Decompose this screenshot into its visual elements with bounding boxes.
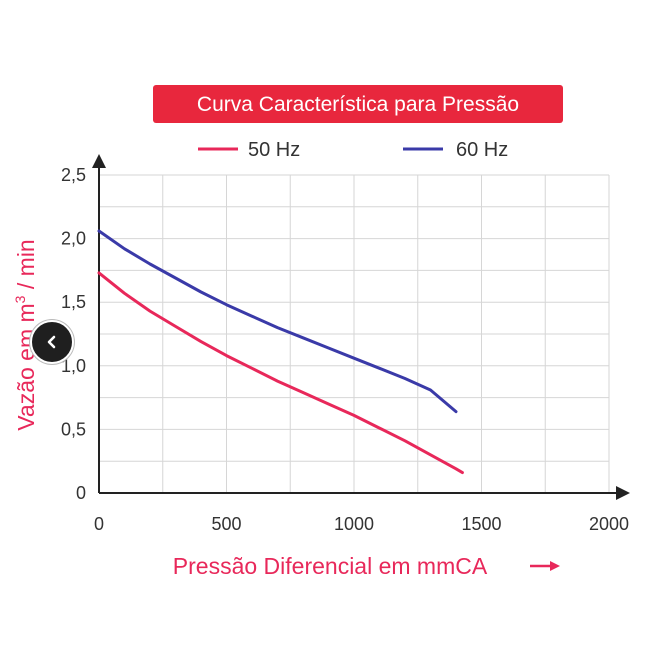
y-axis-label-part-1: Vazão em m	[13, 303, 39, 430]
y-axis-label: Vazão em m3 / min	[12, 239, 39, 430]
x-tick-label: 500	[211, 514, 241, 534]
y-tick-labels: 0 0,5 1,0 1,5 2,0 2,5	[61, 165, 86, 503]
legend-label: 60 Hz	[456, 139, 508, 161]
y-axis-title: Vazão em m3 / min	[12, 239, 39, 430]
y-axis-label-superscript: 3	[12, 295, 28, 303]
y-tick-label: 1,0	[61, 356, 86, 376]
legend: 50 Hz 60 Hz	[198, 139, 508, 161]
x-tick-label: 1500	[461, 514, 501, 534]
series-line-60-hz	[97, 229, 458, 414]
y-tick-label: 2,0	[61, 229, 86, 249]
y-tick-label: 1,5	[61, 292, 86, 312]
y-tick-label: 0	[76, 483, 86, 503]
series-line-50-hz	[97, 271, 464, 475]
legend-label: 50 Hz	[248, 139, 300, 161]
chart-title-text: Curva Característica para Pressão	[197, 93, 519, 116]
y-axis-label-part-2: / min	[13, 239, 39, 295]
y-axis-arrow	[92, 154, 106, 168]
x-axis-label-arrow-head	[550, 561, 560, 571]
y-tick-label: 0,5	[61, 419, 86, 439]
x-axis-arrow	[616, 486, 630, 500]
x-axis-title: Pressão Diferencial em mmCA	[173, 553, 560, 579]
carousel-prev-button[interactable]	[30, 320, 74, 364]
y-tick-label: 2,5	[61, 165, 86, 185]
series-group	[97, 229, 464, 475]
x-tick-label: 2000	[589, 514, 629, 534]
x-axis-label: Pressão Diferencial em mmCA	[173, 553, 488, 579]
chevron-left-icon	[47, 335, 56, 349]
x-tick-label: 0	[94, 514, 104, 534]
axes	[92, 154, 630, 500]
x-tick-label: 1000	[334, 514, 374, 534]
chart-title: Curva Característica para Pressão	[153, 85, 563, 123]
chart-title-background	[153, 85, 563, 123]
grid	[99, 174, 610, 493]
x-tick-labels: 0 500 1000 1500 2000	[94, 514, 629, 534]
